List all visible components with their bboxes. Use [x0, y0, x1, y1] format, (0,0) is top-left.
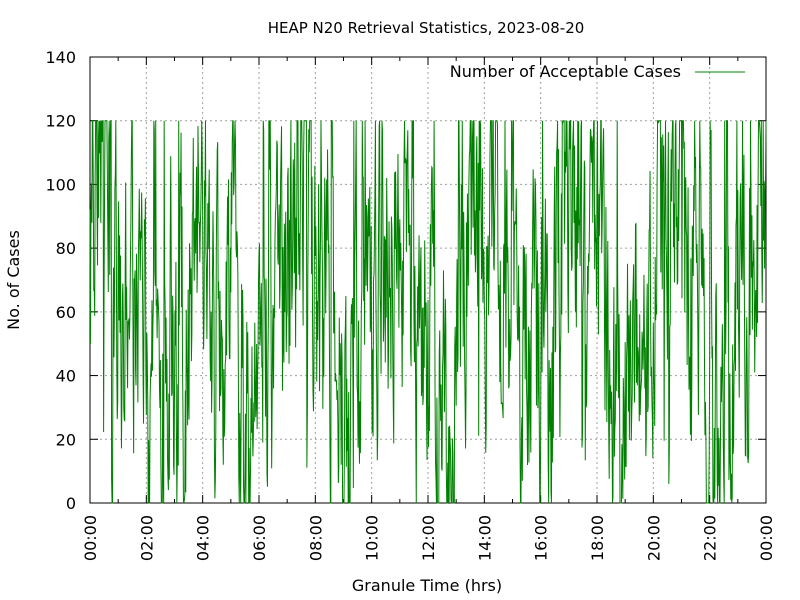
- x-tick-label: 16:00: [532, 515, 551, 561]
- x-tick-label: 00:00: [757, 515, 776, 561]
- y-axis-label: No. of Cases: [4, 230, 23, 330]
- chart-title: HEAP N20 Retrieval Statistics, 2023-08-2…: [268, 19, 585, 37]
- x-tick-label: 04:00: [194, 515, 213, 561]
- y-tick-label: 100: [45, 175, 76, 194]
- x-tick-label: 10:00: [363, 515, 382, 561]
- x-tick-label: 00:00: [81, 515, 100, 561]
- y-tick-label: 0: [66, 494, 76, 513]
- y-tick-label: 80: [56, 239, 76, 258]
- x-tick-label: 14:00: [475, 515, 494, 561]
- x-tick-label: 08:00: [306, 515, 325, 561]
- y-tick-label: 140: [45, 48, 76, 67]
- x-tick-label: 22:00: [701, 515, 720, 561]
- series-line-acceptable-cases: [89, 120, 767, 504]
- x-tick-label: 02:00: [137, 515, 156, 561]
- x-axis-label: Granule Time (hrs): [352, 576, 502, 595]
- y-tick-label: 60: [56, 303, 76, 322]
- legend: Number of Acceptable Cases: [450, 62, 745, 81]
- y-tick-label: 40: [56, 367, 76, 386]
- x-tick-label: 20:00: [644, 515, 663, 561]
- x-axis-ticks: 00:00 02:00 04:00 06:00 08:00 10:00 12:00 14:00…: [81, 57, 776, 561]
- y-tick-label: 20: [56, 430, 76, 449]
- x-tick-label: 12:00: [419, 515, 438, 561]
- x-tick-label: 06:00: [250, 515, 269, 561]
- x-tick-label: 18:00: [588, 515, 607, 561]
- legend-label: Number of Acceptable Cases: [450, 62, 681, 81]
- y-tick-label: 120: [45, 112, 76, 131]
